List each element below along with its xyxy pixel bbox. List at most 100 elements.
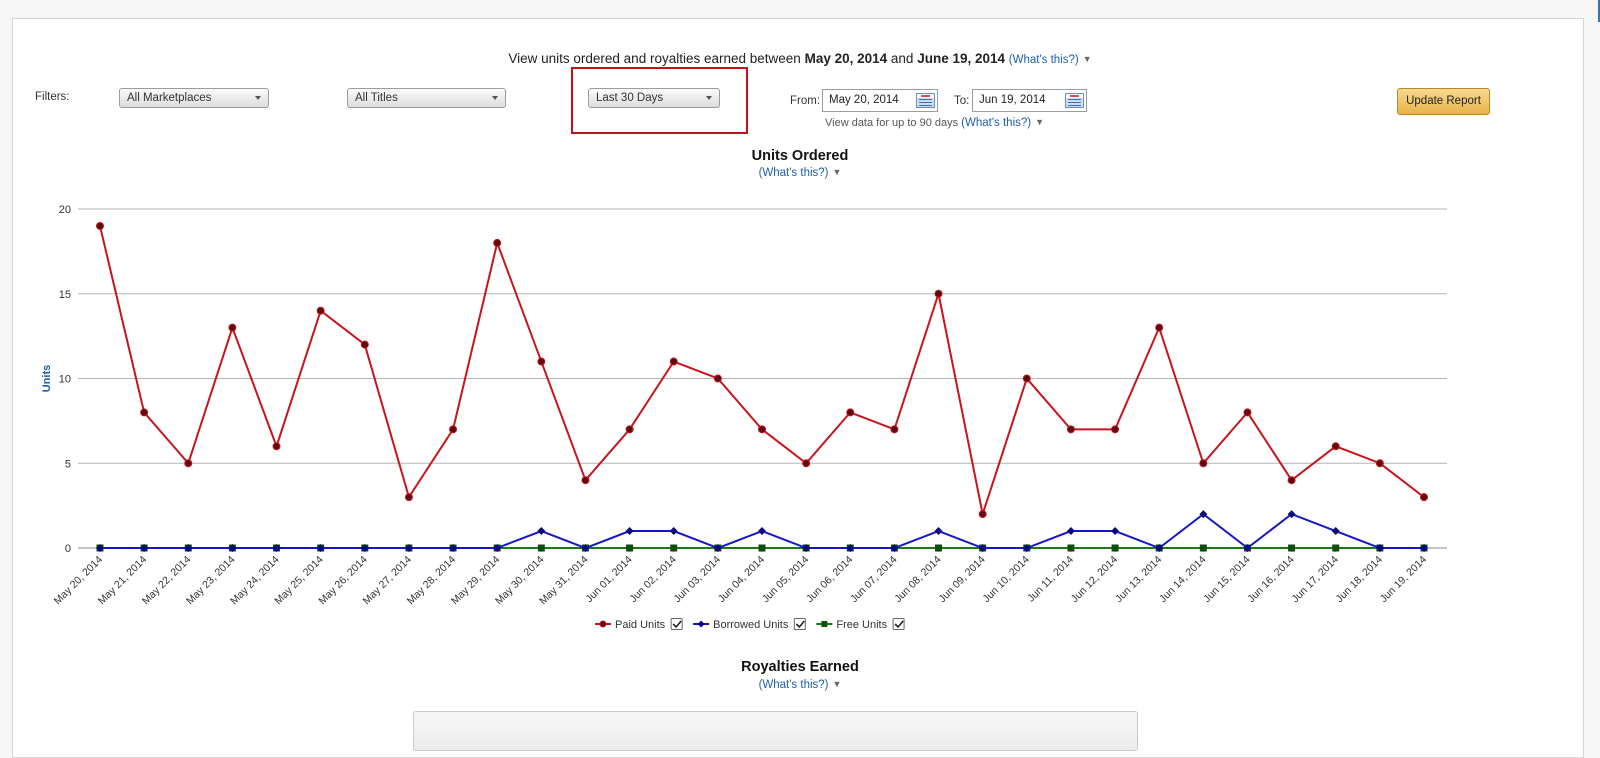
summary-end-date: June 19, 2014 <box>917 51 1006 66</box>
data-point-paid <box>581 476 590 485</box>
data-point-borrowed <box>1155 544 1164 552</box>
data-point-paid <box>1155 323 1164 332</box>
x-tick-label: Jun 19, 2014 <box>1378 554 1430 606</box>
checkmark-icon <box>894 620 904 629</box>
data-point-paid <box>272 442 281 451</box>
data-point-free <box>1067 544 1075 552</box>
to-date-value: Jun 19, 2014 <box>979 94 1046 106</box>
data-point-borrowed <box>537 527 546 536</box>
from-label: From: <box>790 95 821 107</box>
series-line-paid-units <box>99 225 1425 519</box>
data-point-free <box>1332 544 1340 552</box>
data-point-paid <box>537 357 546 366</box>
data-point-borrowed <box>449 544 458 552</box>
legend-checkbox[interactable] <box>793 618 806 630</box>
data-point-borrowed <box>758 527 766 536</box>
data-point-paid <box>316 306 325 315</box>
data-point-paid <box>625 425 634 434</box>
dropdown-arrow-icon <box>492 96 498 100</box>
data-point-free <box>1288 544 1296 552</box>
data-point-borrowed <box>404 544 413 552</box>
data-point-borrowed <box>96 544 104 552</box>
update-report-button[interactable]: Update Report <box>1397 88 1490 115</box>
date-range-hint: View data for up to 90 days (What's this… <box>825 117 1044 129</box>
data-point-paid <box>758 425 766 434</box>
units-ordered-whats-this: (What's this?) ▼ <box>0 167 1600 179</box>
to-date-input[interactable]: Jun 19, 2014 <box>972 89 1087 112</box>
data-point-paid <box>1066 425 1075 434</box>
data-point-paid <box>802 459 811 468</box>
calendar-icon[interactable] <box>916 93 935 108</box>
data-point-paid <box>96 221 104 230</box>
y-axis-label: Units <box>41 365 53 393</box>
units-whats-this-link[interactable]: (What's this?) <box>758 167 829 179</box>
data-point-paid <box>1022 374 1031 383</box>
data-point-free <box>758 544 766 552</box>
highlight-annotation-box <box>571 67 748 134</box>
scrollbar-edge[interactable] <box>1598 0 1600 22</box>
from-date-input[interactable]: May 20, 2014 <box>822 89 938 112</box>
y-tick-label: 20 <box>59 204 71 216</box>
data-point-borrowed <box>1066 527 1075 536</box>
legend-label: Free Units <box>836 619 887 631</box>
legend-label: Paid Units <box>615 619 666 631</box>
data-point-paid <box>1331 442 1340 451</box>
period-select-value: Last 30 Days <box>596 92 664 104</box>
x-tick-label: Jun 10, 2014 <box>981 554 1033 606</box>
data-point-free <box>537 544 545 552</box>
chevron-down-icon[interactable]: ▼ <box>832 679 842 689</box>
data-point-borrowed <box>493 544 502 552</box>
legend-checkbox[interactable] <box>892 618 905 630</box>
dropdown-arrow-icon <box>706 96 712 100</box>
summary-prefix: View units ordered and royalties earned … <box>508 51 801 66</box>
summary-and: and <box>890 51 914 66</box>
data-point-borrowed <box>1022 544 1031 552</box>
legend-marker <box>821 621 828 627</box>
data-point-paid <box>449 425 458 434</box>
dropdown-arrow-icon <box>255 96 261 100</box>
summary-start-date: May 20, 2014 <box>804 51 888 66</box>
report-summary: View units ordered and royalties earned … <box>0 51 1600 66</box>
marketplace-select[interactable]: All Marketplaces <box>119 88 269 108</box>
legend-checkbox[interactable] <box>670 618 683 630</box>
data-point-free <box>670 544 678 552</box>
data-point-borrowed <box>1420 544 1428 552</box>
royalties-whats-this-link[interactable]: (What's this?) <box>758 679 829 691</box>
data-point-paid <box>1199 459 1208 468</box>
date-range-whats-this-link[interactable]: (What's this?) <box>961 117 1032 129</box>
data-point-free <box>935 544 943 552</box>
data-point-free <box>1199 544 1207 552</box>
data-point-borrowed <box>184 544 193 552</box>
data-point-free <box>626 544 634 552</box>
chevron-down-icon[interactable]: ▼ <box>1035 117 1045 127</box>
chevron-down-icon[interactable]: ▼ <box>832 167 842 177</box>
data-point-paid <box>1420 493 1428 502</box>
period-select[interactable]: Last 30 Days <box>588 88 720 108</box>
titles-select-value: All Titles <box>355 92 398 104</box>
data-point-borrowed <box>1111 527 1120 536</box>
summary-whats-this-link[interactable]: (What's this?) <box>1008 54 1079 66</box>
data-point-borrowed <box>713 544 722 552</box>
data-point-borrowed <box>1199 510 1208 519</box>
data-point-borrowed <box>669 527 678 536</box>
checkmark-icon <box>672 620 682 629</box>
data-point-borrowed <box>272 544 281 552</box>
data-point-borrowed <box>228 544 237 552</box>
data-point-paid <box>846 408 855 417</box>
y-tick-label: 5 <box>65 458 71 470</box>
data-point-paid <box>228 323 237 332</box>
data-point-paid <box>713 374 722 383</box>
chevron-down-icon[interactable]: ▼ <box>1082 54 1092 64</box>
checkmark-icon <box>795 620 805 629</box>
data-point-borrowed <box>978 544 987 552</box>
calendar-icon[interactable] <box>1065 93 1084 108</box>
filters-label: Filters: <box>35 91 70 103</box>
data-point-borrowed <box>581 544 590 552</box>
data-point-borrowed <box>140 544 149 552</box>
data-point-borrowed <box>1243 544 1252 552</box>
titles-select[interactable]: All Titles <box>347 88 506 108</box>
data-point-paid <box>1287 476 1296 485</box>
royalties-earned-whats-this: (What's this?) ▼ <box>0 679 1600 691</box>
data-point-paid <box>669 357 678 366</box>
